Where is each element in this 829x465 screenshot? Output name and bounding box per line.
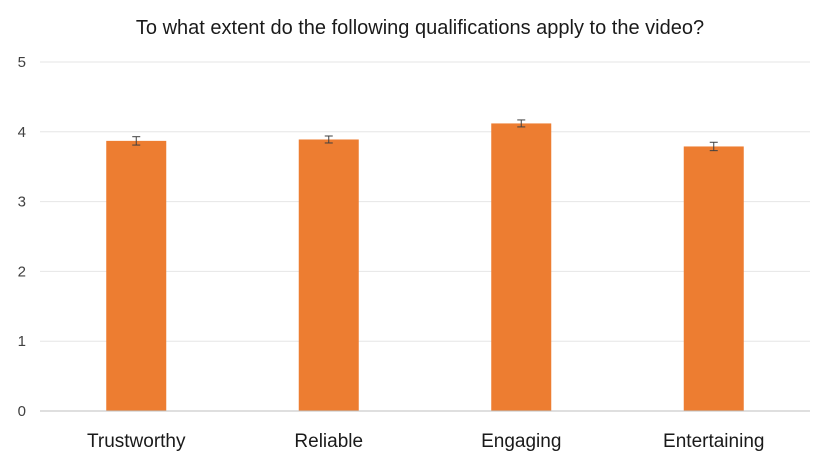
error-bar: [324, 135, 333, 144]
gridlines: [40, 61, 810, 342]
x-tick-label: Reliable: [294, 431, 363, 452]
bar-engaging: [491, 123, 552, 411]
y-tick-label: 3: [18, 194, 26, 211]
bars: [106, 119, 744, 411]
error-bar: [709, 141, 718, 152]
error-bar: [132, 136, 141, 146]
y-tick-label: 2: [18, 263, 26, 280]
x-axis-ticks: Trustworthy Reliable Engaging Entertaining: [87, 431, 764, 452]
chart-title: To what extent do the following qualific…: [136, 17, 704, 39]
y-tick-label: 0: [18, 403, 26, 420]
x-tick-label: Trustworthy: [87, 431, 186, 452]
y-axis-ticks: 0 1 2 3 4 5: [18, 54, 26, 420]
x-tick-label: Entertaining: [663, 431, 764, 452]
y-tick-label: 5: [18, 54, 26, 71]
bar-trustworthy: [106, 140, 167, 411]
error-bar: [517, 119, 526, 128]
bar-reliable: [298, 139, 359, 411]
y-tick-label: 4: [18, 124, 26, 141]
x-tick-label: Engaging: [481, 431, 561, 452]
y-tick-label: 1: [18, 333, 26, 350]
bar-entertaining: [683, 146, 744, 411]
